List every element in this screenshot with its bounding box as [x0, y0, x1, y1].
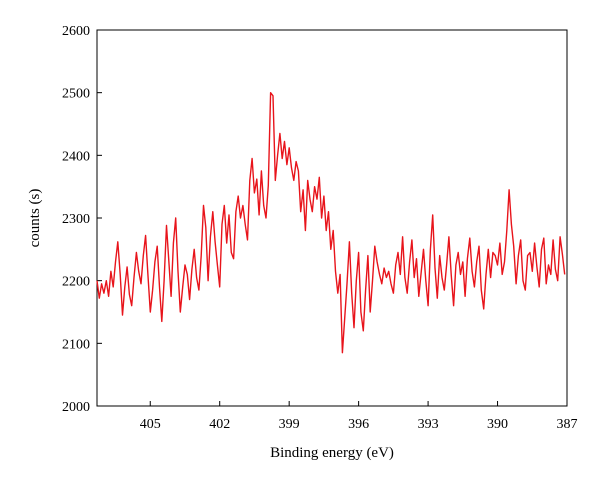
x-tick-label: 393 — [418, 417, 439, 432]
x-axis-ticks: 405 402 399 396 393 390 387 — [140, 401, 578, 432]
x-axis-title: Binding energy (eV) — [270, 445, 394, 461]
x-tick-label: 399 — [279, 417, 300, 432]
y-axis-title: counts (s) — [27, 189, 43, 248]
spectrum-line — [96, 91, 566, 354]
y-tick-label: 2600 — [62, 24, 90, 39]
y-tick-label: 2400 — [62, 149, 90, 164]
x-tick-label: 405 — [140, 417, 161, 432]
x-tick-label: 387 — [557, 417, 578, 432]
plot-area-frame — [96, 29, 568, 407]
y-tick-label: 2100 — [62, 337, 90, 352]
x-tick-label: 396 — [348, 417, 369, 432]
y-tick-label: 2500 — [62, 87, 90, 102]
x-tick-label: 402 — [209, 417, 230, 432]
x-tick-label: 390 — [487, 417, 508, 432]
y-axis-ticks: 2000 2100 2200 2300 2400 2500 2600 — [62, 24, 102, 415]
y-tick-label: 2000 — [62, 400, 90, 415]
y-tick-label: 2200 — [62, 275, 90, 290]
y-tick-label: 2300 — [62, 212, 90, 227]
